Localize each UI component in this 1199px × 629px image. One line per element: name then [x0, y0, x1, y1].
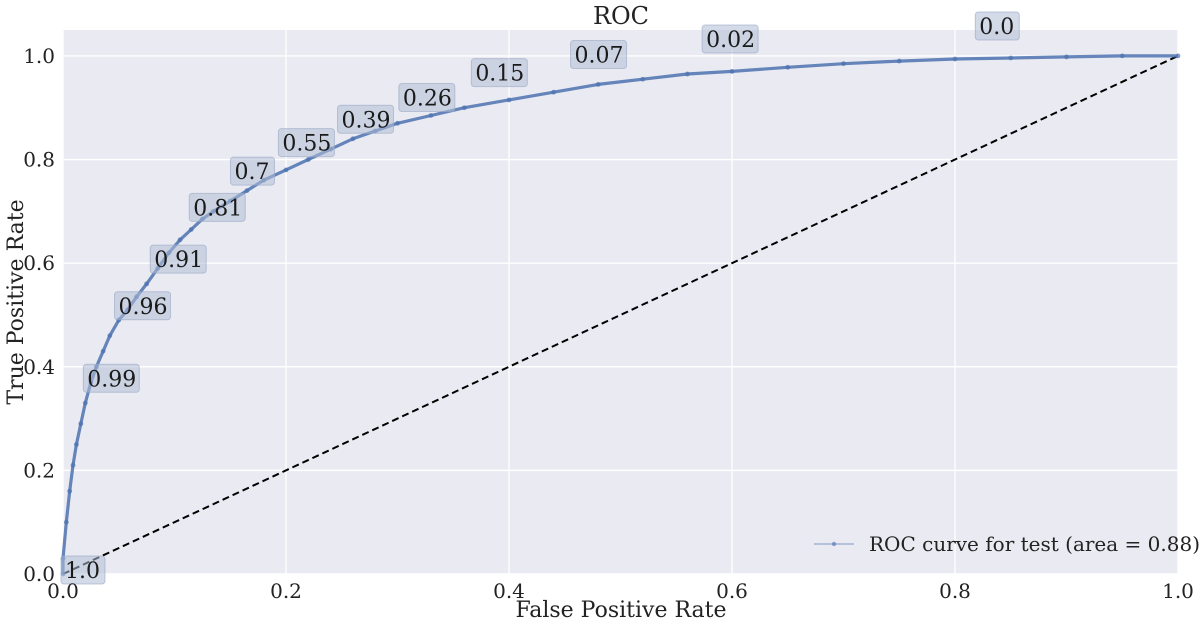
threshold-label: 0.39: [337, 104, 395, 134]
roc-curve-point: [1008, 55, 1014, 61]
threshold-label-box: [701, 24, 759, 54]
roc-curve-point: [841, 61, 846, 67]
y-tick-label: 0.8: [23, 148, 55, 172]
threshold-label-text: 0.02: [706, 28, 755, 53]
y-tick-label: 0.0: [23, 562, 55, 586]
threshold-label-text: 0.15: [475, 62, 524, 87]
threshold-label-box: [60, 555, 106, 585]
threshold-label: 0.0: [974, 11, 1020, 41]
roc-curve-point: [107, 333, 113, 339]
x-tick-label: 0.0: [47, 579, 79, 603]
threshold-label-text: 0.07: [575, 43, 624, 68]
x-axis-title: False Positive Rate: [515, 598, 726, 623]
threshold-label-text: 0.7: [234, 160, 269, 185]
threshold-label-text: 0.81: [193, 196, 242, 221]
threshold-label-box: [188, 192, 246, 222]
roc-curve-point: [428, 113, 434, 118]
roc-curve-point: [595, 82, 601, 87]
threshold-label-box: [337, 104, 395, 134]
x-tick-label: 0.4: [493, 579, 525, 603]
diagonal-line: [62, 54, 1179, 575]
threshold-label-box: [149, 244, 207, 274]
threshold-label-box: [570, 39, 628, 69]
y-tick-label: 0.2: [23, 458, 55, 482]
roc-curve-point: [1119, 53, 1125, 59]
roc-curve-point: [78, 421, 84, 427]
roc-curve-point: [952, 56, 958, 62]
threshold-label: 0.91: [149, 244, 207, 274]
roc-curve-point: [244, 188, 250, 194]
threshold-label: 1.0: [60, 555, 106, 585]
threshold-label: 0.15: [470, 58, 528, 88]
x-tick-label: 0.8: [939, 579, 971, 603]
y-axis-ticks: 0.0 0.2 0.4 0.6 0.8 1.0: [23, 44, 55, 586]
y-axis-title: True Positive Rate: [4, 199, 29, 404]
legend-marker-swatch: [831, 541, 837, 547]
plot-background: [63, 30, 1178, 574]
x-tick-label: 0.2: [270, 579, 302, 603]
roc-curve-point: [283, 167, 289, 173]
roc-curve-point: [350, 136, 356, 142]
roc-curve-point: [685, 71, 690, 77]
y-tick-label: 1.0: [23, 44, 55, 68]
chart-title: ROC: [593, 2, 649, 30]
threshold-label: 0.55: [277, 128, 335, 158]
threshold-label: 0.81: [188, 192, 246, 222]
roc-curve-point: [73, 442, 79, 447]
roc-curve-point: [785, 64, 791, 70]
legend-label: ROC curve for test (area = 0.88): [869, 532, 1199, 556]
roc-curve-point: [506, 97, 512, 103]
roc-curve-point: [177, 237, 183, 243]
diagonal-reference-line: [62, 54, 1179, 575]
threshold-label-box: [114, 291, 172, 321]
threshold-labels: 1.0 0.99 0.96 0.91 0.81 0.7 0.55 0.39 0.26 0.15 0.…: [60, 11, 1020, 585]
roc-curve-point: [70, 462, 76, 468]
threshold-label-text: 0.96: [119, 295, 168, 320]
threshold-label: 0.07: [570, 39, 628, 69]
roc-curve-point: [305, 157, 311, 162]
threshold-label-box: [277, 128, 335, 158]
legend: ROC curve for test (area = 0.88): [814, 532, 1199, 556]
threshold-label-text: 0.26: [403, 86, 452, 111]
roc-curve-point: [640, 76, 646, 82]
threshold-label-box: [82, 363, 140, 393]
roc-curve-point: [462, 105, 467, 111]
threshold-label: 0.26: [398, 82, 456, 112]
roc-curve-point: [395, 120, 400, 126]
roc-curve-point: [67, 488, 73, 494]
threshold-label-box: [470, 58, 528, 88]
threshold-label-text: 0.91: [154, 248, 203, 273]
threshold-label-text: 1.0: [65, 559, 100, 584]
threshold-label: 0.7: [229, 156, 275, 186]
roc-curve-point: [551, 89, 556, 95]
roc-curve-point: [188, 227, 194, 232]
threshold-label: 0.02: [701, 24, 759, 54]
threshold-label: 0.96: [114, 291, 172, 321]
roc-curve-point: [100, 348, 106, 354]
threshold-label-text: 0.39: [342, 108, 391, 133]
roc-curve-point: [82, 400, 88, 406]
y-tick-label: 0.4: [23, 355, 55, 379]
threshold-label-text: 0.0: [979, 15, 1014, 40]
threshold-label-box: [974, 11, 1020, 41]
threshold-label-text: 0.99: [87, 367, 136, 392]
roc-curve-point: [1064, 54, 1069, 60]
x-axis-ticks: 0.0 0.2 0.4 0.6 0.8 1.0: [47, 579, 1194, 603]
threshold-label-box: [398, 82, 456, 112]
roc-curve-point: [729, 69, 735, 74]
roc-curve-point: [1175, 53, 1181, 59]
x-tick-label: 1.0: [1162, 579, 1194, 603]
roc-curve-point: [144, 281, 150, 287]
roc-curve-point: [896, 58, 902, 64]
roc-curve-point: [63, 519, 69, 525]
threshold-label: 0.99: [82, 363, 140, 393]
threshold-label-box: [229, 156, 275, 186]
y-tick-label: 0.6: [23, 251, 55, 275]
threshold-label-text: 0.55: [282, 132, 331, 157]
x-tick-label: 0.6: [716, 579, 748, 603]
